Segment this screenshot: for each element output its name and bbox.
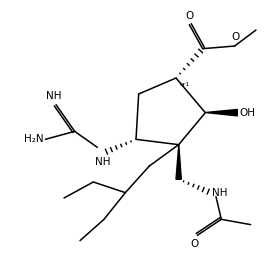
Text: or1: or1 [180,82,190,87]
Text: NH: NH [212,188,227,198]
Polygon shape [205,109,237,116]
Text: H₂N: H₂N [24,134,43,144]
Text: OH: OH [239,108,255,118]
Text: NH: NH [46,91,61,102]
Polygon shape [176,145,181,179]
Text: NH: NH [95,157,110,167]
Text: O: O [190,239,199,249]
Text: O: O [232,32,240,42]
Text: O: O [185,12,193,21]
